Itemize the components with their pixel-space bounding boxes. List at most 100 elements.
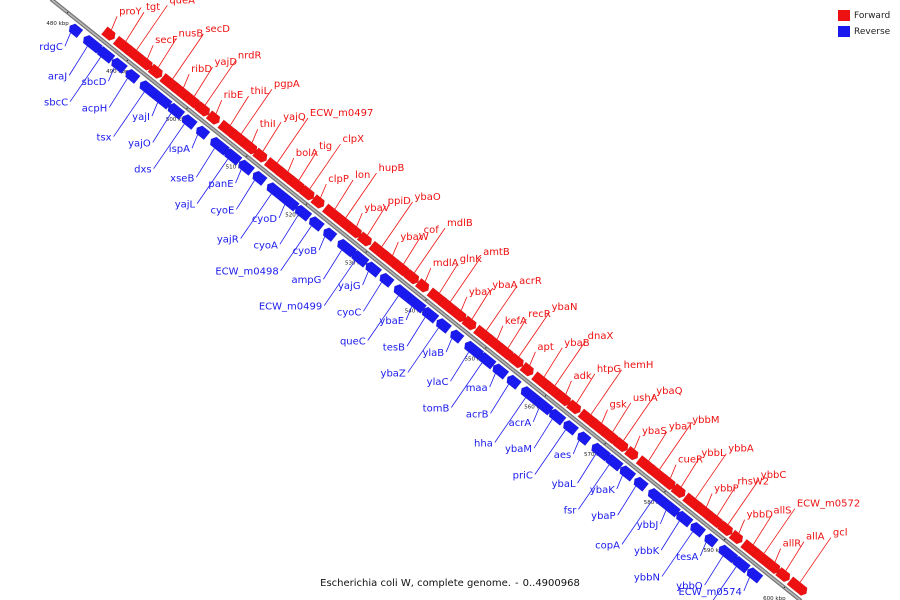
gene-label-tsx: tsx [97,133,112,144]
gene-label-yajo: yajO [128,138,151,149]
gene-label-quea: queA [169,0,195,6]
tick-label: 580 kbp [644,500,667,506]
gene-label-thil: thiL [251,86,270,97]
gene-ybae-leader [405,306,413,321]
gene-tesa-leader [699,542,707,557]
gene-fsr-arrow [605,454,624,472]
gene-label-tig: tig [319,141,332,152]
gene-label-glnk: glnK [460,254,482,265]
gene-ybaq-leader [623,395,655,441]
gene-rdgc-arrow [68,23,84,39]
tick-mark [664,490,666,493]
gene-ybbm-leader [659,424,691,470]
gene-label-ybae: ybaE [379,316,404,327]
gene-yban-leader [518,311,550,357]
gene-features [68,23,808,596]
gene-xseb-leader [195,148,215,178]
gene-label-rdgc: rdgC [39,42,63,53]
gene-pane-arrow [238,159,256,176]
gene-hupb-leader [345,172,377,218]
gene-label-ybbd: ybbD [747,510,774,521]
gene-ybav-arrow [345,222,362,239]
gene-acrr-leader [486,285,518,331]
gene-hemh-leader [590,369,623,415]
legend-forward: Forward [838,8,898,23]
gene-label-ybak: ybaK [590,485,615,496]
gene-label-ybbj: ybbJ [637,520,659,531]
gene-label-secd: secD [205,24,230,35]
gene-mdlb-leader [414,227,446,273]
gene-yaji-leader [151,102,158,117]
gene-secf-arrow [135,54,153,71]
gene-yban-arrow [507,352,524,369]
gene-label-ybbo: ybbO [676,581,703,592]
gene-label-yajg: yajG [338,281,361,292]
gene-ribd-leader [183,73,190,88]
gene-ybak-leader [616,475,623,490]
gene-label-lon: lon [355,170,370,181]
gene-hha-leader [494,397,526,443]
gene-ybbb-leader [712,566,737,600]
gene-mdla-arrow [414,278,430,293]
gene-yajr-leader [240,193,272,239]
gene-label-ybab: ybaB [564,338,589,349]
gene-label-secf: secF [155,35,178,46]
gene-lon-leader [334,179,354,210]
gene-ybbj-leader [659,510,667,525]
gene-ecw-m0497-leader [276,117,309,163]
gene-allr-leader [774,548,781,563]
caption-range: 0..4900968 [522,578,580,589]
gene-label-ylab: ylaB [422,348,444,359]
gene-tgt-leader [125,12,145,42]
tick-mark [246,155,248,157]
gene-tomb-arrow [478,352,497,370]
gene-label-ybaw: ybaW [400,232,428,243]
gene-cyoe-leader [236,180,255,210]
gene-aes-arrow [577,431,592,446]
gene-label-acra: acrA [509,418,532,429]
gene-label-tgt: tgt [146,2,160,13]
gene-mdla-leader [424,267,432,282]
gene-label-ybay: ybaY [469,287,494,298]
gene-ispa-arrow [195,125,211,140]
gene-label-ybat: ybaT [669,422,694,433]
gene-pric-leader [534,429,566,475]
gene-ispa-leader [191,134,198,149]
tick-mark [365,251,367,253]
gene-label-ispa: ispA [169,144,190,155]
gene-araj-leader [68,46,88,76]
forward-swatch [838,10,850,21]
gene-label-copa: copA [595,540,620,551]
gene-ylac-leader [450,351,469,382]
gene-rdgc-leader [64,32,71,47]
gene-recr-leader [507,318,527,349]
gene-yajg-leader [362,271,369,286]
gene-dxs-arrow [181,114,198,130]
gene-label-ybbl: ybbL [701,448,726,459]
gene-ybbk-leader [660,520,680,551]
gene-ecw-m0498-leader [280,225,312,271]
gene-label-ampg: ampG [291,275,321,286]
gene-label-yajl: yajL [175,200,196,211]
gene-ylab-arrow [450,329,465,344]
gene-glnk-leader [439,263,459,294]
gene-kefa-leader [496,325,504,340]
gene-label-allr: allR [783,539,802,550]
caption-separator: - [514,578,519,589]
gene-yajg-arrow [365,261,383,278]
tick-label: 600 kbp [763,596,786,600]
gene-htpg-leader [576,373,596,404]
gene-ybbo-leader [704,555,724,586]
gene-label-ybaz: ybaZ [381,369,406,380]
gene-label-ribd: ribD [191,64,212,75]
gene-label-nrdr: nrdR [238,50,262,61]
gene-label-ybbk: ybbK [634,546,660,557]
gene-label-yban: ybaN [552,302,578,313]
gene-label-recr: recR [528,309,551,320]
tick-label: 540 kbp [405,308,428,314]
gene-yajd-leader [194,67,213,97]
gene-label-clpp: clpP [328,174,349,185]
gene-ybbp-leader [706,493,713,508]
gene-ribe-leader [215,100,223,114]
tick-mark [604,443,606,445]
